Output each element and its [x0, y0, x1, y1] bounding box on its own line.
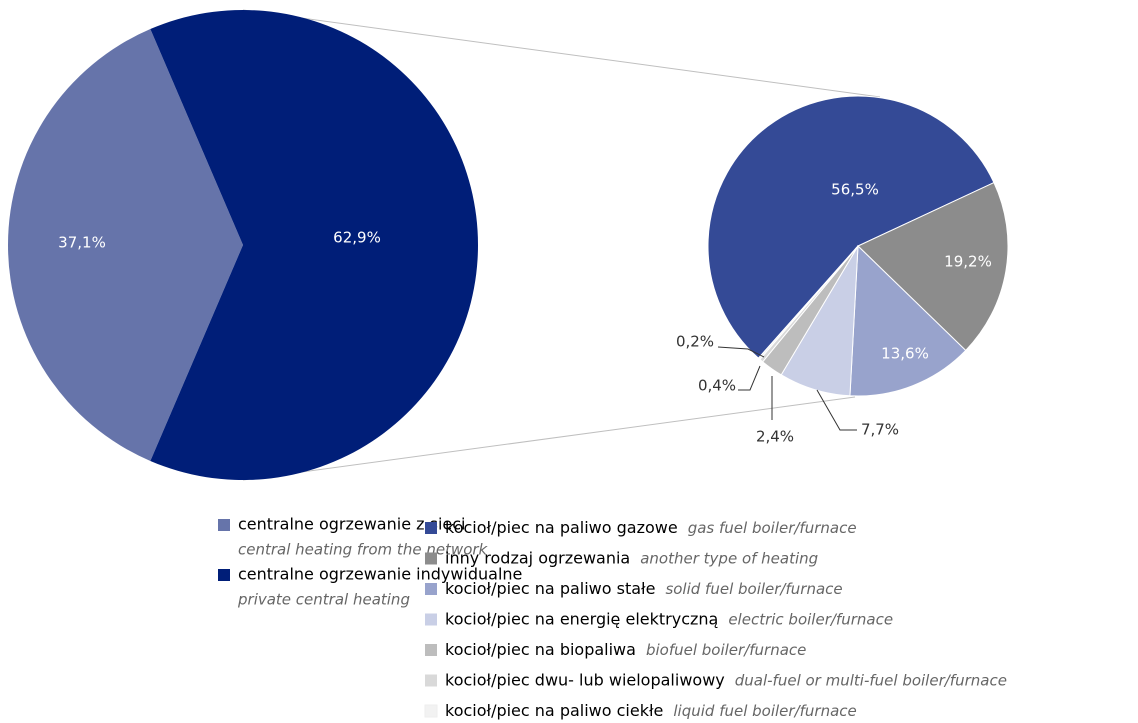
pie-slice — [849, 244, 967, 397]
legend-label: centralne ogrzewanie z sieci — [238, 515, 465, 534]
legend-label: kocioł/piec na energię elektryczną — [445, 609, 718, 628]
legend-label: kocioł/piec na paliwo stałe — [445, 579, 655, 598]
legend-label-en: dual-fuel or multi-fuel boiler/furnace — [735, 671, 1007, 689]
legend-entry: kocioł/piec na paliwo gazowe gas fuel boi… — [445, 518, 857, 537]
pie-slice — [8, 29, 244, 461]
leader-line — [816, 389, 857, 431]
legend-label: centralne ogrzewanie indywidualne — [238, 565, 522, 584]
legend-label: inny rodzaj ogrzewania — [445, 548, 630, 567]
legend-entry: kocioł/piec na energię elektryczną electr… — [445, 609, 893, 628]
legend-label: kocioł/piec na paliwo gazowe — [445, 518, 678, 537]
legend-label-en: gas fuel boiler/furnace — [688, 519, 857, 537]
data-label: 7,7% — [861, 421, 899, 439]
legend-label-en: biofuel boiler/furnace — [646, 641, 806, 659]
legend-label-en: solid fuel boiler/furnace — [665, 580, 842, 598]
legend-label: kocioł/piec dwu- lub wielopaliwowy — [445, 670, 725, 689]
data-label: 19,2% — [944, 253, 992, 271]
legend-label: kocioł/piec na biopaliwa — [445, 640, 636, 659]
pie-slice — [707, 95, 995, 359]
data-label: 0,4% — [698, 377, 736, 395]
connector-line — [242, 396, 856, 481]
pie-slice — [150, 10, 479, 480]
data-label: 62,9% — [333, 229, 381, 247]
data-label: 37,1% — [58, 234, 106, 252]
legend-swatch — [424, 704, 438, 718]
legend-entry: kocioł/piec na biopaliwa biofuel boiler/f… — [445, 640, 806, 659]
leader-line — [738, 365, 761, 391]
legend-label-en: another type of heating — [640, 549, 818, 567]
data-label: 2,4% — [756, 428, 794, 446]
legend-label: kocioł/piec na paliwo ciekłe — [445, 701, 663, 720]
legend-swatch — [218, 519, 230, 531]
connector-line — [242, 9, 881, 98]
legend-label-en: private central heating — [237, 591, 410, 609]
legend-swatch — [425, 644, 437, 656]
legend-swatch — [425, 583, 437, 595]
legend-swatch — [425, 522, 437, 534]
legend-label-en: electric boiler/furnace — [728, 610, 893, 628]
leader-line — [717, 346, 765, 358]
legend-label-en: liquid fuel boiler/furnace — [673, 702, 856, 720]
legend-swatch — [425, 674, 437, 687]
legend-swatch — [425, 552, 437, 565]
legend-swatch — [425, 613, 437, 626]
legend-entry: kocioł/piec na paliwo stałe solid fuel bo… — [445, 579, 843, 598]
legend-entry: kocioł/piec dwu- lub wielopaliwowy dual-f… — [445, 670, 1007, 689]
data-label: 13,6% — [881, 345, 929, 363]
data-label: 56,5% — [831, 181, 879, 199]
pie-slice — [757, 245, 859, 361]
legend-entry: inny rodzaj ogrzewania another type of he… — [445, 548, 818, 567]
data-label: 0,2% — [676, 333, 714, 351]
legend-entry: kocioł/piec na paliwo ciekłe liquid fuel … — [445, 701, 857, 720]
legend-swatch — [218, 569, 230, 581]
pie-slice — [857, 181, 1009, 352]
